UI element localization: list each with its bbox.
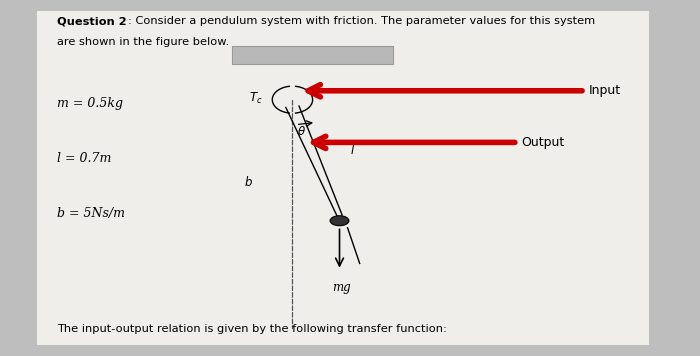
- Text: mg: mg: [332, 281, 351, 294]
- Text: The input-output relation is given by the following transfer function:: The input-output relation is given by th…: [57, 324, 447, 334]
- Text: Question 2: Question 2: [57, 16, 127, 26]
- Text: Input: Input: [588, 84, 620, 97]
- Text: $T_c$: $T_c$: [248, 91, 262, 106]
- Text: : Consider a pendulum system with friction. The parameter values for this system: : Consider a pendulum system with fricti…: [127, 16, 595, 26]
- Text: $l$: $l$: [349, 142, 355, 157]
- Text: m = 0.5kg: m = 0.5kg: [57, 97, 123, 110]
- Bar: [232, 46, 393, 64]
- Circle shape: [330, 216, 349, 226]
- Text: Output: Output: [521, 136, 564, 149]
- Text: are shown in the figure below.: are shown in the figure below.: [57, 37, 230, 47]
- Text: $\theta$: $\theta$: [298, 125, 306, 138]
- Text: b = 5Ns/m: b = 5Ns/m: [57, 207, 125, 220]
- Text: l = 0.7m: l = 0.7m: [57, 152, 111, 165]
- Text: $b$: $b$: [244, 174, 253, 189]
